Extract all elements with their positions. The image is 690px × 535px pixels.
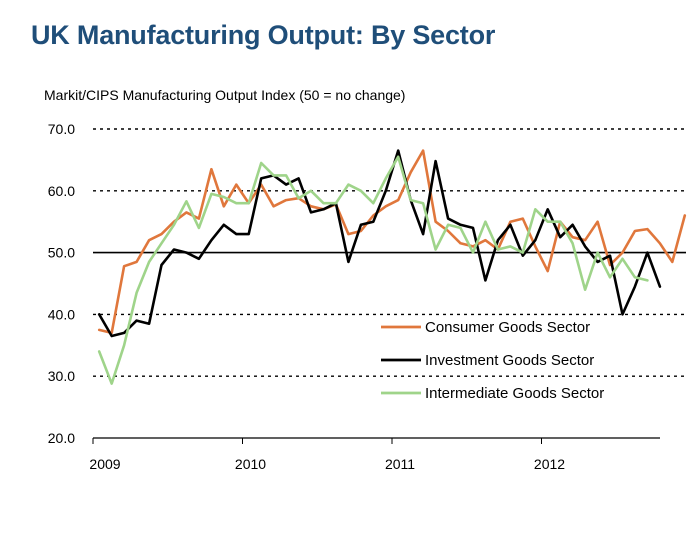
x-tick-label: 2010 — [235, 456, 266, 472]
x-tick-label: 2011 — [385, 456, 415, 472]
y-tick-label: 30.0 — [48, 368, 75, 384]
legend: Consumer Goods Sector Investment Goods Se… — [381, 319, 604, 402]
legend-label: Investment Goods Sector — [425, 352, 594, 369]
y-tick-label: 50.0 — [48, 245, 75, 261]
chart-title: UK Manufacturing Output: By Sector — [31, 20, 496, 50]
y-tick-label: 60.0 — [48, 183, 75, 199]
legend-label: Intermediate Goods Sector — [425, 385, 604, 402]
legend-entry: Consumer Goods Sector — [381, 319, 590, 336]
x-tick-label: 2012 — [534, 456, 565, 472]
x-tick-label: 2009 — [89, 456, 120, 472]
gridlines — [93, 128, 686, 377]
legend-entry: Intermediate Goods Sector — [381, 385, 604, 402]
series-line-intermediate — [97, 155, 649, 385]
y-tick-label: 70.0 — [48, 121, 75, 137]
series-lines — [97, 149, 687, 385]
axes: 70.0 60.0 50.0 40.0 30.0 20.0 2009 2010 2011 2012 — [48, 121, 660, 472]
series-line-consumer — [97, 149, 687, 335]
series-line-investment — [97, 149, 662, 338]
legend-entry: Investment Goods Sector — [381, 352, 594, 369]
chart-subtitle: Markit/CIPS Manufacturing Output Index (… — [44, 87, 406, 103]
legend-label: Consumer Goods Sector — [425, 319, 590, 336]
y-tick-label: 20.0 — [48, 430, 75, 446]
y-tick-label: 40.0 — [48, 306, 75, 322]
